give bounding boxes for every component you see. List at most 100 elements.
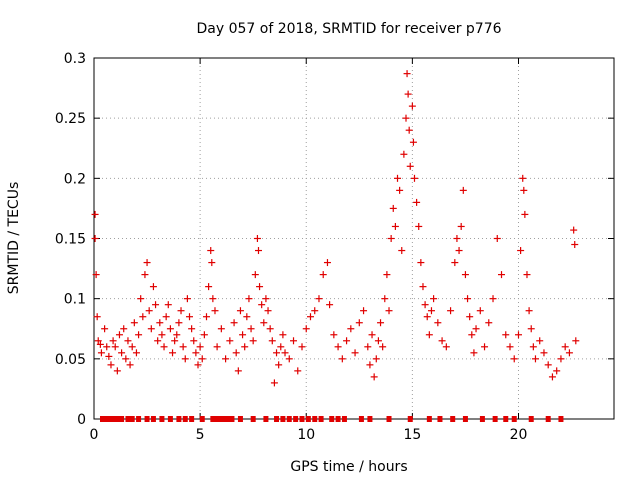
data-point <box>234 367 242 375</box>
x-tick-label: 0 <box>90 427 99 443</box>
data-point <box>409 138 417 146</box>
data-point <box>360 307 368 315</box>
data-point <box>517 247 525 255</box>
data-point <box>430 295 438 303</box>
y-tick-label: 0 <box>77 412 86 428</box>
data-point <box>208 259 216 267</box>
data-point <box>262 295 270 303</box>
data-point <box>92 271 100 279</box>
zero-marker <box>312 416 318 422</box>
data-point <box>502 331 510 339</box>
data-point <box>94 337 102 345</box>
data-point <box>243 313 251 321</box>
data-point <box>326 301 334 309</box>
data-point <box>207 247 215 255</box>
data-point <box>230 319 238 327</box>
data-point <box>256 283 264 291</box>
zero-marker <box>358 416 364 422</box>
data-point <box>192 349 200 357</box>
data-point <box>241 343 249 351</box>
data-point <box>459 186 467 194</box>
data-point <box>391 222 399 230</box>
data-point <box>472 325 480 333</box>
data-point <box>253 235 261 242</box>
data-point <box>455 247 463 255</box>
data-point <box>415 222 423 230</box>
data-point <box>372 355 380 363</box>
data-point <box>175 319 183 327</box>
data-point <box>438 337 446 345</box>
data-point <box>476 307 484 315</box>
data-point <box>162 313 170 321</box>
data-point <box>222 355 230 363</box>
data-point <box>128 343 136 351</box>
data-point <box>158 331 166 339</box>
data-point <box>111 343 119 351</box>
y-tick-label: 0.25 <box>55 111 86 127</box>
data-point <box>217 325 225 333</box>
zero-marker <box>150 416 156 422</box>
zero-marker <box>263 416 269 422</box>
zero-marker <box>159 416 165 422</box>
y-tick-label: 0.05 <box>55 352 86 368</box>
y-tick-label: 0.1 <box>64 292 86 308</box>
data-point <box>200 331 208 339</box>
data-point <box>186 313 194 321</box>
data-point <box>330 331 338 339</box>
grid-lines <box>93 57 614 420</box>
data-point <box>149 283 157 291</box>
zero-marker <box>199 416 205 422</box>
data-point <box>147 325 155 333</box>
data-point <box>135 331 143 339</box>
data-point <box>351 349 359 357</box>
data-point <box>91 235 99 242</box>
data-point <box>334 343 342 351</box>
zero-marker <box>462 416 468 422</box>
data-point <box>525 307 533 315</box>
data-point <box>368 331 376 339</box>
data-point <box>306 313 314 321</box>
data-point <box>548 373 556 381</box>
data-point <box>343 337 351 345</box>
data-point <box>442 343 450 351</box>
y-tick-label: 0.3 <box>64 51 86 67</box>
chart-title: Day 057 of 2018, SRMTID for receiver p77… <box>196 21 501 37</box>
data-point <box>277 343 285 351</box>
data-point <box>536 337 544 345</box>
data-point <box>213 343 221 351</box>
data-point <box>101 325 109 333</box>
data-point <box>122 355 130 363</box>
zero-marker <box>114 416 120 422</box>
data-point <box>302 325 310 333</box>
data-point <box>457 222 465 230</box>
data-point <box>520 186 528 194</box>
zero-marker <box>407 416 413 422</box>
data-point <box>141 271 149 279</box>
zero-marker <box>119 416 125 422</box>
zero-marker <box>110 416 116 422</box>
data-point <box>510 355 518 363</box>
zero-marker <box>125 416 131 422</box>
data-point <box>394 174 402 182</box>
data-point <box>171 337 179 345</box>
data-point <box>202 313 210 321</box>
zero-marker <box>545 416 551 422</box>
zero-marker <box>182 416 188 422</box>
data-point <box>447 307 455 315</box>
data-point <box>396 186 404 194</box>
data-point <box>294 367 302 375</box>
zero-marker <box>335 416 341 422</box>
data-point <box>105 352 113 360</box>
zero-marker <box>129 416 135 422</box>
data-point <box>154 337 162 345</box>
zero-marker <box>250 416 256 422</box>
data-point <box>379 343 387 351</box>
zero-marker <box>189 416 195 422</box>
zero-marker <box>528 416 534 422</box>
zero-marker <box>305 416 311 422</box>
zero-marker <box>216 416 222 422</box>
data-point <box>453 235 461 242</box>
data-point <box>572 337 580 345</box>
data-point <box>389 204 397 212</box>
data-point <box>190 337 198 345</box>
